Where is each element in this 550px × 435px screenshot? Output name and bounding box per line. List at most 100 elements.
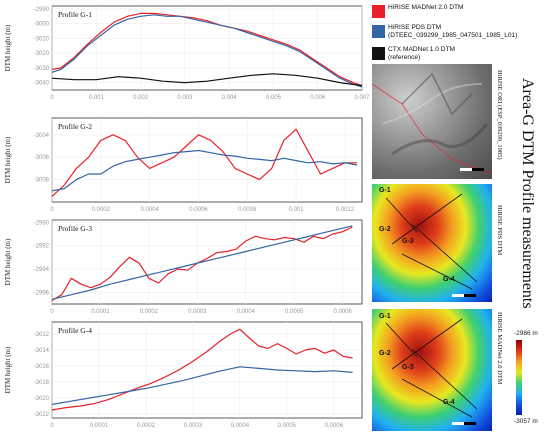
x-tick-label: 0 [50, 207, 54, 213]
chart-title: Profile G-2 [58, 122, 92, 131]
profile-chart-1: 0 0.001 0.002 0.003 0.004 0.005 0.006 0.007 -299… [4, 5, 370, 101]
series-line-hirise-pds-dtm [51, 14, 363, 88]
ori-texture [372, 72, 492, 175]
y-tick-label: -3000 [34, 22, 50, 28]
y-tick-label: -3008 [34, 178, 50, 184]
plot-frame [51, 5, 363, 91]
x-tick-label: 0.0003 [184, 423, 203, 429]
series-line-hirise-pds-dtm [51, 225, 353, 300]
madnet-label-g2: G-2 [379, 350, 391, 357]
series-line-hirise-madnet-2-0-dtm [51, 12, 363, 87]
plot-frame [51, 117, 363, 203]
y-tick-label: -3006 [34, 155, 50, 161]
legend-swatch-madnet [372, 5, 385, 18]
legend-swatch-ctx [372, 47, 385, 60]
pds-label-g2: G-2 [379, 226, 391, 233]
x-tick-label: 0 [50, 309, 54, 315]
y-tick-label: -3004 [34, 133, 50, 139]
x-tick-label: 0.001 [289, 207, 305, 213]
x-tick-label: 0.0002 [140, 309, 159, 315]
x-tick-label: 0.0005 [278, 423, 297, 429]
legend-item-ctx: CTX MADNet 1.0 DTM (reference) [372, 46, 548, 65]
x-tick-label: 0.0002 [92, 207, 111, 213]
plot-frame [51, 321, 363, 419]
y-tick-label: -2990 [34, 220, 50, 226]
colorbar-max-label: -2986 m [514, 330, 538, 337]
madnet-profile-lines [385, 318, 478, 425]
y-tick-label: -2996 [34, 290, 50, 296]
y-tick-label: -3020 [34, 51, 50, 57]
y-tick-label: -3030 [34, 66, 50, 72]
legend: HiRISE MADNet 2.0 DTM HiRISE PDS DTM (DT… [372, 4, 548, 66]
x-tick-label: 0.0004 [140, 207, 159, 213]
plot-frame [51, 219, 363, 305]
x-tick-label: 0.0006 [325, 423, 344, 429]
y-axis-label: DTM height (m) [4, 136, 12, 183]
series-line-hirise-pds-dtm [51, 366, 353, 405]
y-tick-label: -3018 [34, 380, 50, 386]
x-tick-label: 0.0006 [189, 207, 208, 213]
legend-swatch-pds [372, 25, 385, 38]
legend-label-ctx: CTX MADNet 1.0 DTM (reference) [388, 46, 456, 61]
chart-title: Profile G-4 [58, 326, 92, 335]
chart-title: Profile G-3 [58, 224, 92, 233]
x-tick-label: 0.0012 [336, 207, 355, 213]
x-tick-label: 0.001 [89, 95, 105, 101]
x-tick-label: 0 [50, 95, 54, 101]
y-tick-label: -2992 [34, 244, 50, 250]
x-tick-label: 0.0003 [188, 309, 207, 315]
y-tick-label: -3010 [34, 36, 50, 42]
pds-dtm-image [372, 184, 492, 302]
y-tick-label: -2994 [34, 267, 50, 273]
pds-label-g4: G-4 [443, 276, 455, 283]
ori-label: HiRISE ORI (ESP_039299_1985) [496, 70, 503, 160]
colorbar [516, 340, 522, 415]
x-tick-label: 0.0008 [238, 207, 257, 213]
legend-item-madnet: HiRISE MADNet 2.0 DTM [372, 4, 548, 23]
series-line-hirise-pds-dtm [51, 149, 358, 192]
x-tick-label: 0.0005 [285, 309, 304, 315]
profile-chart-4: 0 0.0001 0.0002 0.0003 0.0004 0.0005 0.0006 -30… [4, 321, 363, 429]
x-tick-label: 0.003 [177, 95, 193, 101]
x-tick-label: 0.0004 [231, 423, 250, 429]
colorbar-min-label: -3057 m [514, 418, 538, 425]
profile-chart-3: 0 0.0001 0.0002 0.0003 0.0004 0.0005 0.0006 -29… [4, 219, 363, 315]
y-tick-label: -2990 [34, 7, 50, 13]
ori-image [372, 64, 492, 179]
x-tick-label: 0.0006 [333, 309, 352, 315]
madnet-label-g4: G-4 [443, 399, 455, 406]
x-tick-label: 0.005 [266, 95, 282, 101]
legend-item-pds: HiRISE PDS DTM (DTEEC_039299_1985_047501… [372, 24, 548, 45]
y-axis-label: DTM height (m) [4, 24, 12, 71]
y-tick-label: -3040 [34, 81, 50, 87]
x-tick-label: 0.007 [354, 95, 370, 101]
legend-label-pds: HiRISE PDS DTM (DTEEC_039299_1985_047501… [388, 24, 518, 39]
x-tick-label: 0 [50, 423, 54, 429]
madnet-dtm-image [372, 309, 492, 431]
y-tick-label: -3020 [34, 396, 50, 402]
profile-charts: 0 0.001 0.002 0.003 0.004 0.005 0.006 0.007 -299… [4, 5, 370, 429]
madnet-label-g1: G-1 [379, 313, 391, 320]
series-line-hirise-madnet-2-0-dtm [51, 128, 358, 197]
madnet-label-g3: G-3 [402, 364, 414, 371]
x-tick-label: 0.0001 [90, 423, 109, 429]
legend-label-madnet: HiRISE MADNet 2.0 DTM [388, 4, 464, 11]
chart-title: Profile G-1 [58, 10, 92, 19]
series-line-hirise-madnet-2-0-dtm [51, 328, 353, 411]
pds-label-g3: G-3 [402, 238, 414, 245]
pds-label-g1: G-1 [379, 187, 391, 194]
profile-chart-2: 0 0.0002 0.0004 0.0006 0.0008 0.001 0.0012 -300… [4, 117, 363, 213]
x-tick-label: 0.004 [222, 95, 238, 101]
series-line-hirise-madnet-2-0-dtm [51, 226, 353, 302]
y-tick-label: -3016 [34, 364, 50, 370]
madnet-label: HiRISE MADNet 2.0 DTM [496, 312, 503, 385]
y-tick-label: -3022 [34, 412, 50, 418]
x-tick-label: 0.006 [310, 95, 326, 101]
y-axis-label: DTM height (m) [4, 346, 12, 393]
y-axis-label: DTM height (m) [4, 238, 12, 285]
x-tick-label: 0.0001 [91, 309, 110, 315]
x-tick-label: 0.0004 [237, 309, 256, 315]
pds-profile-lines [385, 193, 478, 297]
y-tick-label: -3012 [34, 332, 50, 338]
figure-title: Area-G DTM Profile measurements [519, 78, 536, 309]
